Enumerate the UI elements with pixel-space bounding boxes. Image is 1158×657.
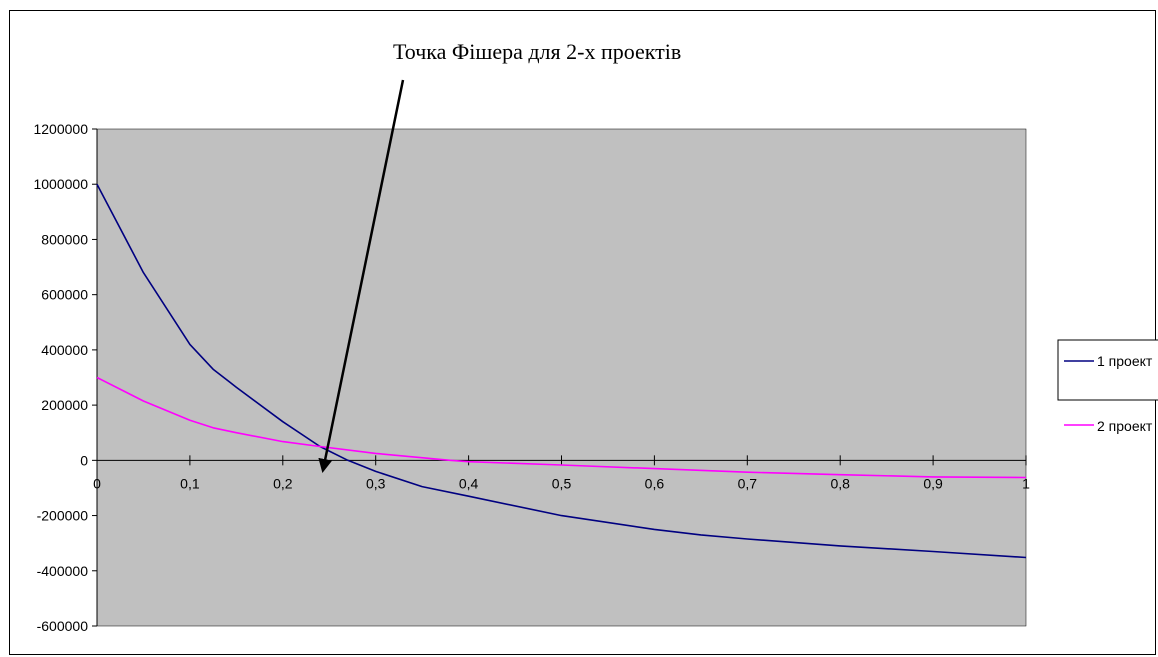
x-tick-label: 1 [1022, 475, 1030, 491]
series-layer [96, 183, 1027, 559]
x-tick-label: 0 [93, 475, 101, 491]
x-tick-label: 0,9 [923, 475, 943, 491]
annotation-arrow [318, 79, 405, 473]
series-line-2 [96, 376, 1027, 479]
y-tick-label: -400000 [37, 563, 89, 579]
legend-label-series-1: 1 проект [1097, 353, 1153, 369]
y-tick-label: 600000 [41, 287, 88, 303]
x-tick-label: 0,5 [552, 475, 572, 491]
x-tick-label: 0,2 [273, 475, 293, 491]
x-tick-label: 0,6 [645, 475, 665, 491]
y-tick-label: 800000 [41, 231, 88, 247]
x-tick-label: 0,3 [366, 475, 386, 491]
y-tick-label: -200000 [37, 508, 89, 524]
x-ticks: 0 0,1 0,2 0,3 0,4 0,5 0,6 0,7 0,8 0,9 1 [93, 455, 1030, 491]
x-tick-label: 0,7 [738, 475, 758, 491]
y-tick-label: 400000 [41, 342, 88, 358]
plot-area [96, 128, 1027, 627]
y-tick-label: 1000000 [33, 176, 88, 192]
x-tick-label: 0,8 [830, 475, 850, 491]
annotation-label: Точка Фішера для 2-х проектів [393, 39, 681, 64]
y-tick-label: 0 [80, 452, 88, 468]
series-line-1 [96, 183, 1027, 559]
y-tick-label: 200000 [41, 397, 88, 413]
y-tick-label: 1200000 [33, 121, 88, 137]
x-tick-label: 0,1 [180, 475, 200, 491]
x-tick-label: 0,4 [459, 475, 479, 491]
legend: 1 проект 2 проект [1057, 339, 1158, 434]
legend-label-series-2: 2 проект [1097, 418, 1153, 434]
legend-box [1057, 339, 1158, 401]
y-ticks: 1200000 1000000 800000 600000 400000 200000 0 -… [33, 121, 97, 634]
y-tick-label: -600000 [37, 618, 89, 634]
